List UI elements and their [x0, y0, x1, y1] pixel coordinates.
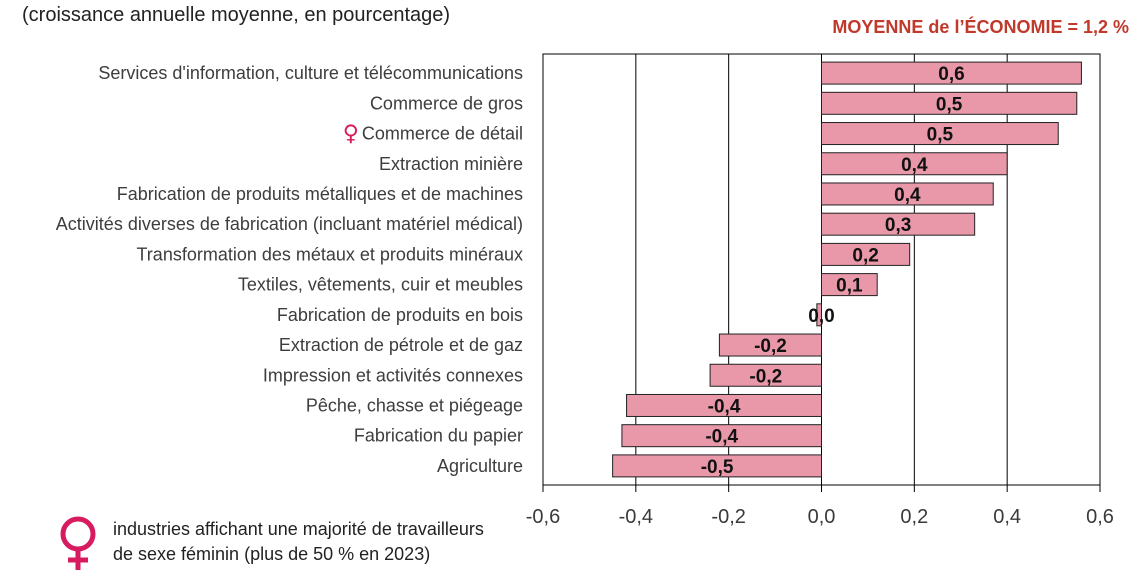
- category-label: Services d'information, culture et téléc…: [98, 63, 523, 83]
- category-label: Agriculture: [437, 456, 523, 476]
- legend-text: industries affichant une majorité de tra…: [113, 517, 533, 567]
- chart-subtitle: (croissance annuelle moyenne, en pourcen…: [22, 4, 451, 26]
- data-label: -0,4: [708, 396, 741, 417]
- category-label: Fabrication du papier: [354, 426, 523, 446]
- category-label: Fabrication de produits métalliques et d…: [117, 184, 523, 204]
- x-tick-label: 0,6: [1086, 506, 1114, 528]
- category-label: Activités diverses de fabrication (inclu…: [56, 214, 523, 234]
- category-label: Impression et activités connexes: [263, 365, 523, 385]
- bar: [821, 242, 911, 266]
- category-label: Transformation des métaux et produits mi…: [136, 244, 523, 264]
- economy-average-note: MOYENNE de l’ÉCONOMIE = 1,2 %: [832, 17, 1129, 37]
- bar: [821, 152, 1008, 176]
- bar: [709, 363, 822, 387]
- data-label: 0,4: [894, 185, 921, 206]
- category-label: Pêche, chasse et piégeage: [306, 395, 523, 415]
- x-tick-label: 0,2: [900, 506, 928, 528]
- legend-line-1: industries affichant une majorité de tra…: [113, 519, 484, 539]
- x-tick-label: -0,4: [619, 506, 653, 528]
- data-label: 0,0: [808, 306, 834, 327]
- x-tick-label: -0,6: [526, 506, 560, 528]
- category-label: Commerce de détail: [362, 124, 523, 144]
- data-label: 0,6: [938, 64, 964, 85]
- bar: [621, 424, 822, 448]
- female-symbol-icon: [60, 516, 96, 570]
- bar: [612, 454, 822, 478]
- data-label: -0,4: [705, 427, 738, 448]
- category-label: Extraction de pétrole et de gaz: [279, 335, 523, 355]
- bar: [718, 333, 823, 357]
- data-label: 0,4: [901, 155, 928, 176]
- category-label: Fabrication de produits en bois: [277, 305, 523, 325]
- category-label: Textiles, vêtements, cuir et meubles: [238, 275, 523, 295]
- x-tick-label: 0,0: [808, 506, 836, 528]
- bar: [626, 393, 822, 417]
- data-label: 0,5: [936, 94, 963, 115]
- data-label: 0,5: [927, 125, 954, 146]
- category-label: Extraction minière: [379, 154, 523, 174]
- bar: [821, 212, 976, 236]
- data-label: -0,5: [701, 457, 734, 478]
- female-symbol-icon: ♀: [343, 122, 359, 147]
- data-label: 0,1: [836, 276, 863, 297]
- bar: [821, 273, 878, 297]
- x-tick-label: 0,4: [993, 506, 1021, 528]
- bar: [821, 122, 1059, 146]
- data-label: -0,2: [754, 336, 787, 357]
- bar: [821, 91, 1078, 115]
- x-tick-label: -0,2: [711, 506, 745, 528]
- bar: [821, 61, 1082, 85]
- data-label: -0,2: [749, 366, 782, 387]
- category-label: Commerce de gros: [370, 93, 523, 113]
- bar: [816, 303, 823, 327]
- bar: [821, 182, 994, 206]
- data-label: 0,3: [885, 215, 911, 236]
- data-label: 0,2: [852, 245, 878, 266]
- legend-line-2: de sexe féminin (plus de 50 % en 2023): [113, 544, 431, 564]
